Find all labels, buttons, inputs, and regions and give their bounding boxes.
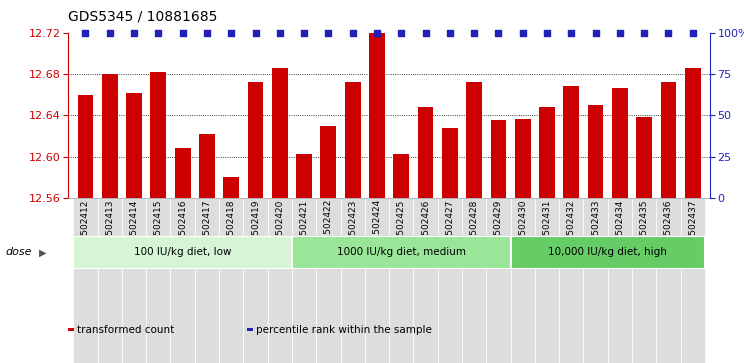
Text: transformed count: transformed count [77,325,175,335]
Point [468,30,480,36]
Point [565,30,577,36]
Bar [126,93,142,198]
Point [104,30,116,36]
Bar [369,33,385,198]
Point [225,30,237,36]
Point [590,30,602,36]
Text: ▶: ▶ [39,247,46,257]
Bar [292,198,316,363]
Bar [583,198,608,363]
Point [493,30,504,36]
Point [201,30,213,36]
Bar [685,68,701,198]
Point [322,30,334,36]
Point [614,30,626,36]
Bar [248,82,263,198]
Bar [268,198,292,363]
Point [347,30,359,36]
Point [638,30,650,36]
Bar [535,198,559,363]
Point [298,30,310,36]
Bar [175,148,190,198]
Point [395,30,407,36]
Bar [632,198,656,363]
Bar [102,74,118,198]
Point [153,30,164,36]
Point [80,30,92,36]
Bar [365,198,389,363]
Bar [442,128,458,198]
Bar [74,236,292,269]
Bar [195,198,219,363]
Bar [487,198,510,363]
Text: 100 IU/kg diet, low: 100 IU/kg diet, low [134,247,231,257]
Bar [588,105,603,198]
Point [274,30,286,36]
Bar [661,82,676,198]
Text: 1000 IU/kg diet, medium: 1000 IU/kg diet, medium [337,247,466,257]
Point [687,30,699,36]
Point [541,30,553,36]
Bar [559,198,583,363]
Bar [466,82,482,198]
Point [176,30,188,36]
Point [420,30,432,36]
Bar [243,198,268,363]
Point [371,30,383,36]
Point [517,30,529,36]
Point [128,30,140,36]
Bar [681,198,705,363]
Bar [74,198,97,363]
Text: percentile rank within the sample: percentile rank within the sample [256,325,432,335]
Bar [510,236,705,269]
Bar [437,198,462,363]
Bar [296,155,312,198]
Point [444,30,456,36]
Bar [344,82,361,198]
Bar [608,198,632,363]
Text: GDS5345 / 10881685: GDS5345 / 10881685 [68,9,218,23]
Bar [563,86,579,198]
Bar [510,198,535,363]
Bar [656,198,681,363]
Bar [612,89,628,198]
Bar [219,198,243,363]
Text: dose: dose [6,247,33,257]
Bar [199,134,215,198]
Bar [146,198,170,363]
Bar [77,95,93,198]
Bar [417,107,434,198]
Point [662,30,674,36]
Bar [150,72,166,198]
Bar [414,198,437,363]
Bar [636,117,652,198]
Bar [292,236,510,269]
Bar [462,198,487,363]
Text: 10,000 IU/kg diet, high: 10,000 IU/kg diet, high [548,247,667,257]
Bar [515,119,530,198]
Bar [170,198,195,363]
Bar [122,198,146,363]
Bar [389,198,414,363]
Bar [341,198,365,363]
Bar [394,155,409,198]
Bar [97,198,122,363]
Bar [539,107,555,198]
Bar [223,177,239,198]
Bar [316,198,341,363]
Bar [321,126,336,198]
Point [249,30,261,36]
Bar [272,68,288,198]
Bar [490,121,507,198]
